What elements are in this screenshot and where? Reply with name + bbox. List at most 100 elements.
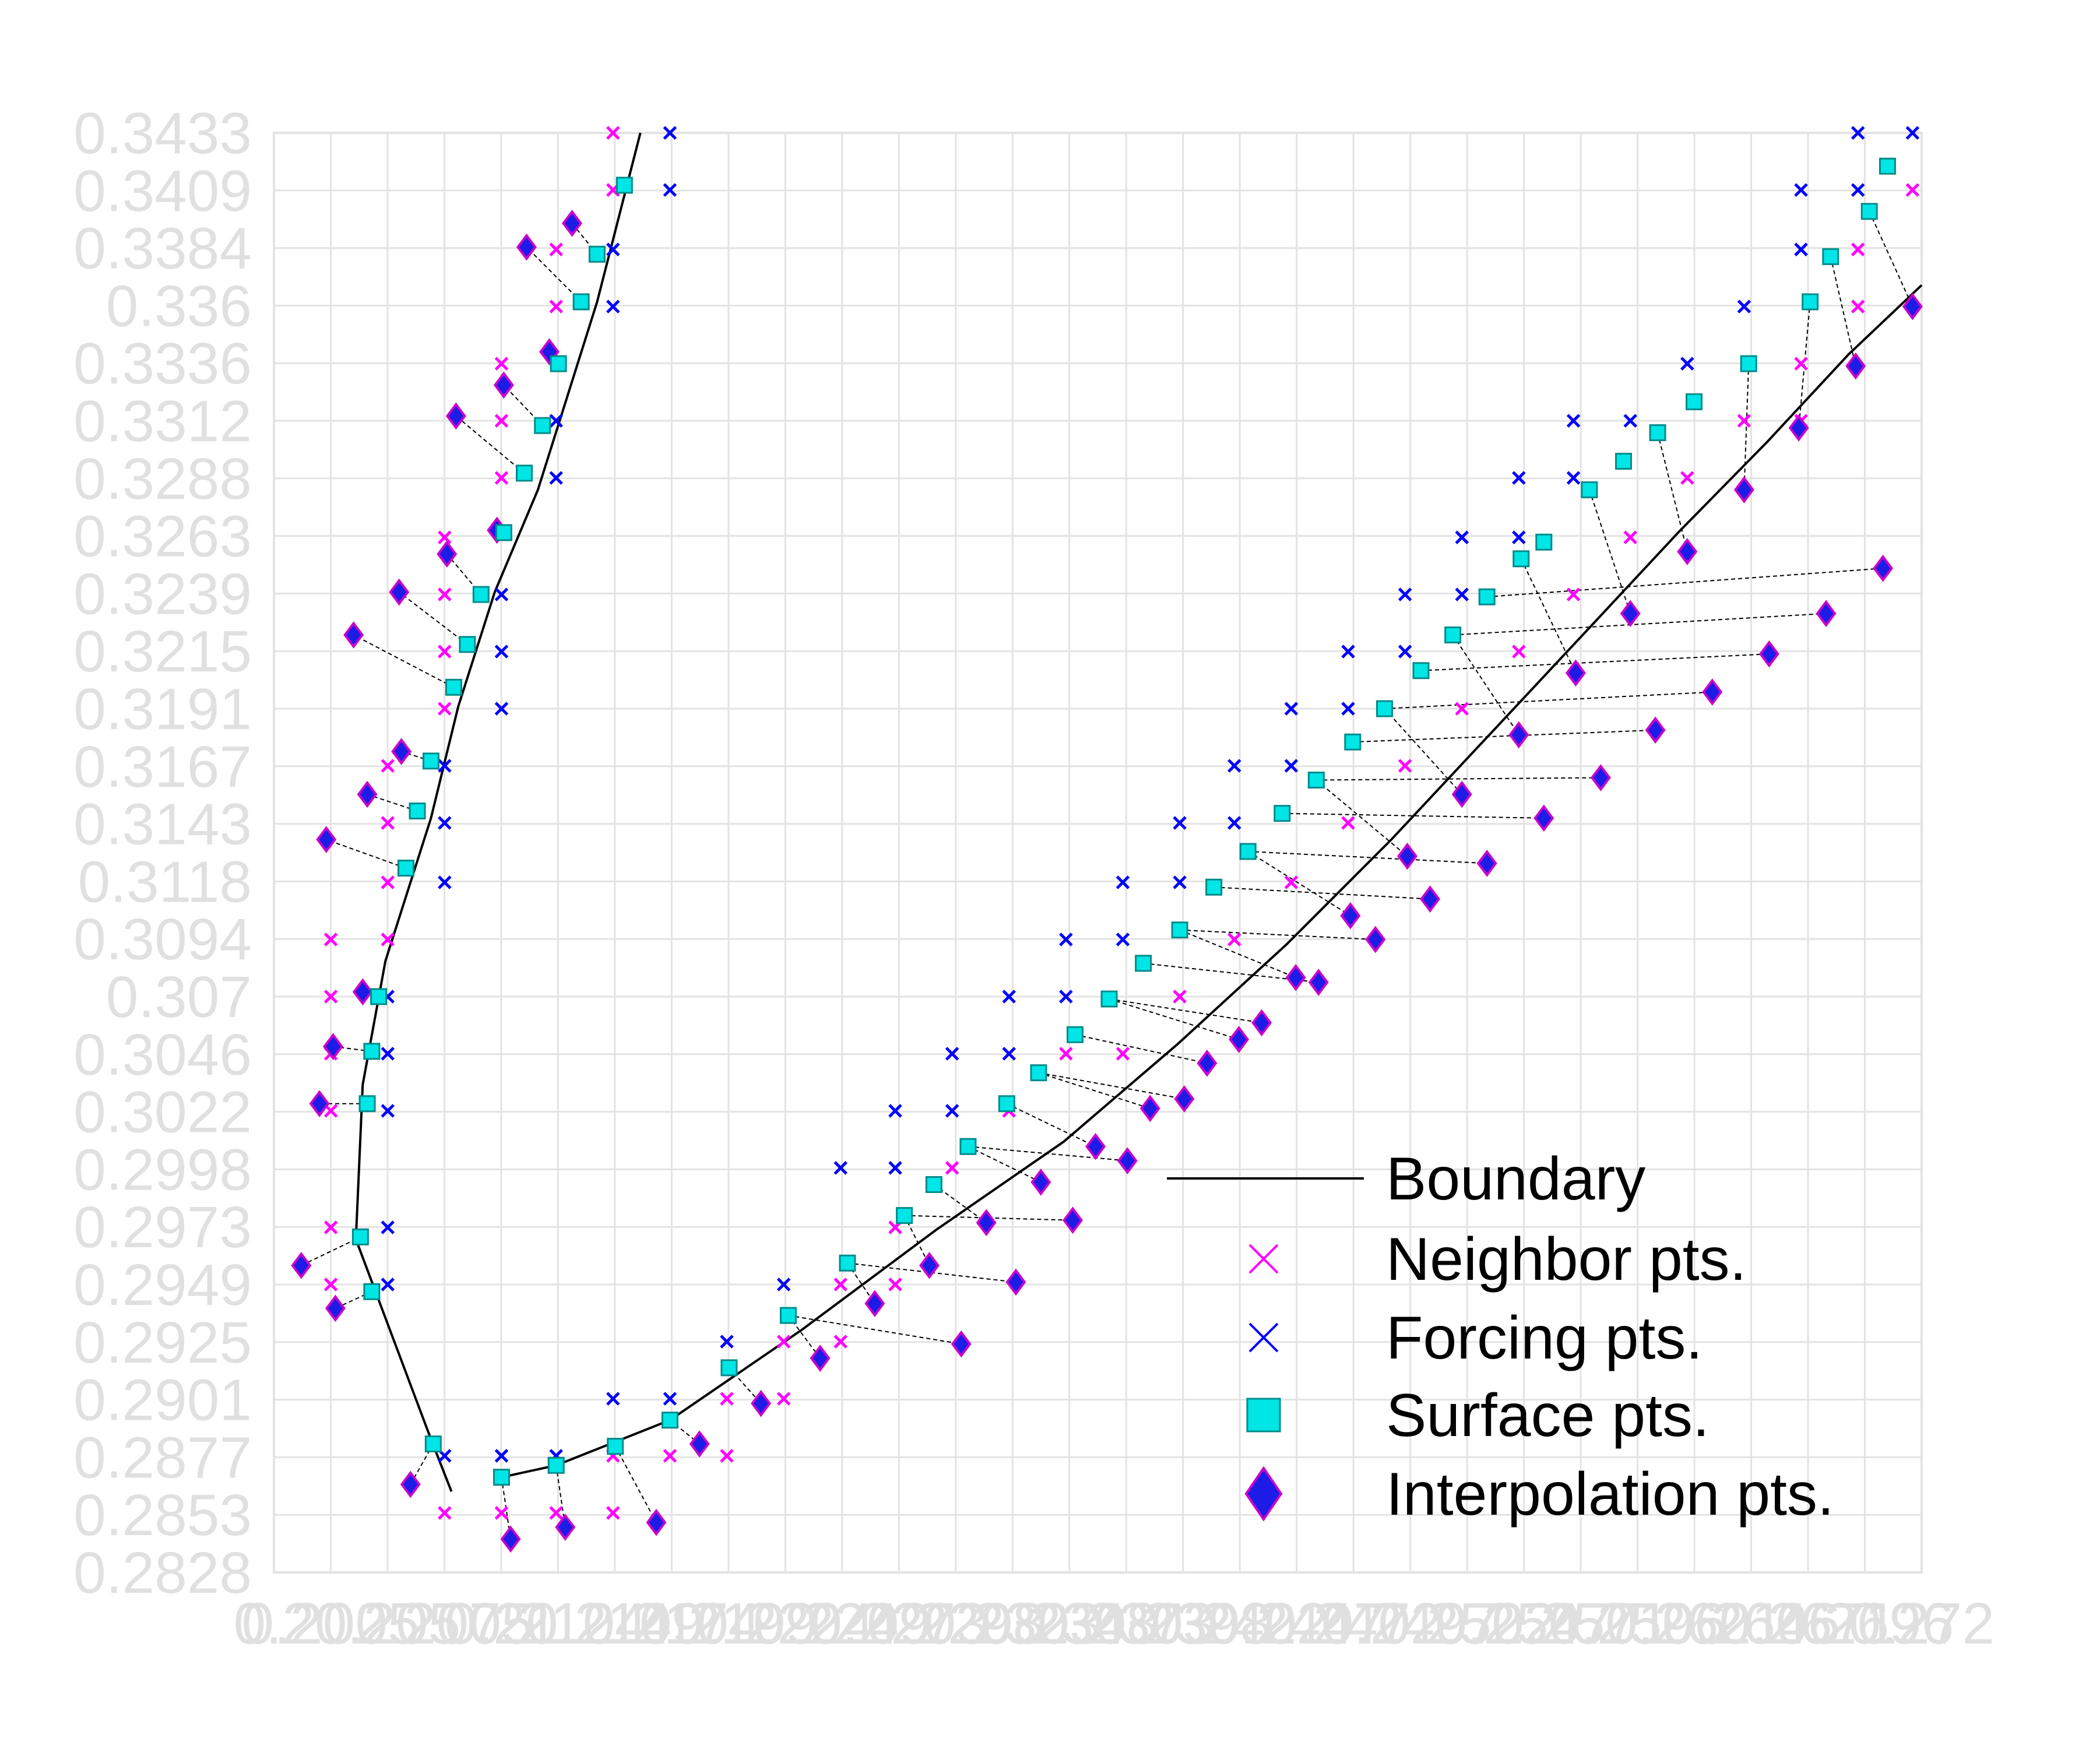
interpolation-connector [1452, 613, 1827, 636]
neighbor-point [1680, 471, 1694, 485]
interpolation-point [1030, 1169, 1051, 1196]
interpolation-point [389, 578, 410, 606]
x-tick-label: 0.2124 [469, 1591, 647, 1656]
y-tick-label: 0.3336 [73, 331, 252, 396]
x-tick-label: 0.2571 [1492, 1591, 1670, 1656]
legend-label: Interpolation pts. [1386, 1461, 1834, 1528]
forcing-point [888, 1161, 902, 1175]
interpolation-point [646, 1508, 667, 1536]
surface-point [1307, 771, 1325, 789]
x-tick-label: 0.2621 [1605, 1591, 1784, 1656]
grid-lines [273, 132, 1923, 1574]
surface-point [1478, 588, 1496, 606]
surface-point [896, 1207, 913, 1224]
legend-interpolation-marker [1244, 1466, 1283, 1522]
x-tick-label: 0.2373 [1037, 1591, 1215, 1656]
surface-point [925, 1176, 942, 1194]
surface-point [1274, 805, 1291, 822]
neighbor-point [381, 875, 395, 889]
surface-point [493, 1469, 510, 1486]
data-layer [291, 126, 1923, 1553]
x-tick-label: 0.2646 [1662, 1591, 1841, 1656]
interpolation-connector [1038, 1072, 1185, 1100]
interpolation-connector [1316, 777, 1601, 781]
neighbor-point [494, 1506, 509, 1520]
x-tick-label: 0.2025 [242, 1591, 420, 1656]
interpolation-point [1174, 1085, 1195, 1113]
x-tick-label: 0.2671 [1719, 1591, 1897, 1656]
forcing-point [494, 645, 509, 659]
neighbor-point [1173, 990, 1187, 1004]
forcing-point [381, 1104, 395, 1118]
y-tick-label: 0.3118 [78, 849, 252, 914]
x-tick-label: 0.2249 [753, 1591, 931, 1656]
interpolation-point [689, 1430, 710, 1458]
forcing-point [1284, 702, 1299, 716]
interpolation-connector [1869, 211, 1913, 307]
surface-point [1412, 662, 1430, 680]
forcing-point [1794, 242, 1808, 256]
surface-point [661, 1412, 678, 1429]
neighbor-point [1851, 300, 1865, 314]
neighbor-point [1905, 183, 1920, 197]
y-tick-label: 0.336 [106, 273, 252, 339]
x-tick-label: 0.2472 [1264, 1591, 1443, 1656]
interpolation-point [391, 738, 412, 765]
neighbor-point [1284, 875, 1299, 889]
neighbor-point [1566, 587, 1581, 601]
legend-entry-neighbor: Neighbor pts. [1248, 1226, 1747, 1293]
interpolation-point [1788, 414, 1809, 442]
interpolation-point [751, 1389, 772, 1417]
x-tick-label: 0.2547 [1435, 1591, 1613, 1656]
interpolation-point [400, 1470, 421, 1498]
forcing-point [776, 1278, 791, 1291]
forcing-point [438, 816, 452, 830]
interpolation-connector [1109, 998, 1262, 1023]
forcing-point [1851, 126, 1865, 140]
interpolation-point [1197, 1049, 1218, 1077]
interpolation-connector [1384, 708, 1462, 795]
forcing-point [1059, 932, 1073, 946]
surface-point [516, 464, 533, 482]
interpolation-connector [353, 634, 454, 688]
forcing-point [1566, 471, 1581, 485]
x-axis-tick-labels: 0.20.20250.2050.20750.210.21240.21490.21… [233, 1591, 1995, 1656]
interpolation-connector [1830, 256, 1856, 367]
x-tick-label: 0.2298 [867, 1591, 1045, 1656]
legend-entry-forcing: Forcing pts. [1248, 1304, 1702, 1372]
y-tick-label: 0.2877 [73, 1425, 252, 1490]
forcing-point [1227, 759, 1241, 773]
interpolation-point [1340, 902, 1361, 930]
forcing-point [1737, 300, 1751, 314]
interpolation-point [1702, 678, 1723, 706]
forcing-point [833, 1161, 848, 1175]
forcing-point [663, 1392, 677, 1406]
x-tick-label: 0.2174 [582, 1591, 761, 1656]
neighbor-point [438, 702, 452, 716]
forcing-point [1173, 816, 1187, 830]
forcing-point [663, 126, 677, 140]
interpolation-point [1420, 885, 1441, 913]
forcing-point [1398, 587, 1412, 601]
x-tick-label: 0.2398 [1094, 1591, 1272, 1656]
forcing-point [1227, 816, 1241, 830]
x-tick-label: 0.2596 [1549, 1591, 1727, 1656]
interpolation-point [562, 209, 583, 237]
neighbor-point [549, 1506, 563, 1520]
x-tick-label: 0.2497 [1321, 1591, 1500, 1656]
surface-point [998, 1095, 1015, 1113]
interpolation-point [1845, 352, 1866, 380]
interpolation-point [1285, 964, 1306, 991]
legend-label: Forcing pts. [1386, 1304, 1702, 1372]
interpolation-connector [401, 751, 431, 762]
legend-entry-surface: Surface pts. [1246, 1382, 1709, 1449]
surface-point [409, 803, 426, 820]
interpolation-point [1229, 1026, 1250, 1053]
interpolation-point [1005, 1268, 1026, 1296]
neighbor-point [1227, 932, 1241, 946]
interpolation-point [445, 402, 466, 430]
plot-border [273, 132, 1923, 1574]
x-tick-label: 0.2075 [356, 1591, 534, 1656]
y-tick-label: 0.3022 [73, 1080, 252, 1145]
